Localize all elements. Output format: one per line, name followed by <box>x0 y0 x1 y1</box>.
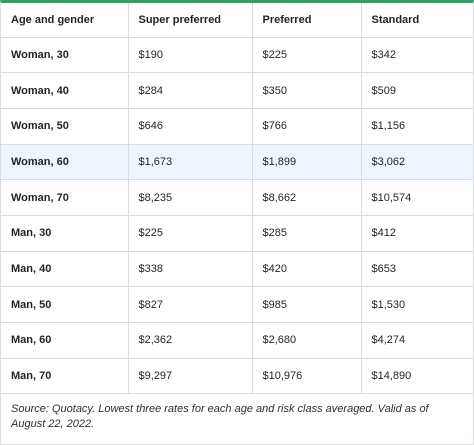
rates-table: Age and gender Super preferred Preferred… <box>1 3 473 395</box>
table-header: Age and gender Super preferred Preferred… <box>1 3 473 38</box>
source-note: Source: Quotacy. Lowest three rates for … <box>11 403 429 431</box>
table-body: Woman, 30 $190 $225 $342 Woman, 40 $284 … <box>1 37 473 395</box>
row-label: Man, 70 <box>1 358 129 395</box>
table-row: Man, 70 $9,297 $10,976 $14,890 <box>1 358 473 395</box>
row-label: Woman, 40 <box>1 72 129 109</box>
table-row: Man, 40 $338 $420 $653 <box>1 251 473 288</box>
cell-super-preferred: $284 <box>128 72 253 109</box>
cell-super-preferred: $190 <box>128 37 253 74</box>
cell-standard: $4,274 <box>361 322 473 359</box>
cell-super-preferred: $1,673 <box>128 144 253 181</box>
cell-super-preferred: $827 <box>128 286 253 323</box>
row-label: Woman, 70 <box>1 179 129 216</box>
cell-preferred: $350 <box>252 72 362 109</box>
row-label: Woman, 30 <box>1 37 129 74</box>
cell-preferred: $420 <box>252 251 362 288</box>
cell-super-preferred: $8,235 <box>128 179 253 216</box>
cell-super-preferred: $225 <box>128 215 253 252</box>
table-row: Man, 50 $827 $985 $1,530 <box>1 286 473 323</box>
cell-super-preferred: $9,297 <box>128 358 253 395</box>
cell-standard: $342 <box>361 37 473 74</box>
cell-preferred: $225 <box>252 37 362 74</box>
header-standard: Standard <box>361 3 473 38</box>
header-super-preferred: Super preferred <box>128 3 253 38</box>
cell-preferred: $2,680 <box>252 322 362 359</box>
cell-super-preferred: $646 <box>128 108 253 145</box>
cell-standard: $1,530 <box>361 286 473 323</box>
header-preferred: Preferred <box>252 3 362 38</box>
row-label: Man, 50 <box>1 286 129 323</box>
cell-standard: $412 <box>361 215 473 252</box>
cell-preferred: $8,662 <box>252 179 362 216</box>
cell-standard: $14,890 <box>361 358 473 395</box>
row-label: Woman, 60 <box>1 144 129 181</box>
table-row: Woman, 40 $284 $350 $509 <box>1 72 473 109</box>
cell-preferred: $1,899 <box>252 144 362 181</box>
row-label: Man, 60 <box>1 322 129 359</box>
row-label: Man, 30 <box>1 215 129 252</box>
header-age-gender: Age and gender <box>1 3 129 38</box>
table-row-highlighted: Woman, 60 $1,673 $1,899 $3,062 <box>1 144 473 181</box>
cell-preferred: $985 <box>252 286 362 323</box>
cell-super-preferred: $2,362 <box>128 322 253 359</box>
cell-standard: $509 <box>361 72 473 109</box>
cell-super-preferred: $338 <box>128 251 253 288</box>
table-row: Woman, 70 $8,235 $8,662 $10,574 <box>1 179 473 216</box>
header-row: Age and gender Super preferred Preferred… <box>1 3 473 38</box>
cell-preferred: $766 <box>252 108 362 145</box>
table-row: Man, 30 $225 $285 $412 <box>1 215 473 252</box>
table-row: Woman, 30 $190 $225 $342 <box>1 37 473 74</box>
cell-standard: $3,062 <box>361 144 473 181</box>
cell-standard: $653 <box>361 251 473 288</box>
cell-preferred: $285 <box>252 215 362 252</box>
cell-preferred: $10,976 <box>252 358 362 395</box>
row-label: Woman, 50 <box>1 108 129 145</box>
table-row: Man, 60 $2,362 $2,680 $4,274 <box>1 322 473 359</box>
cell-standard: $10,574 <box>361 179 473 216</box>
table-row: Woman, 50 $646 $766 $1,156 <box>1 108 473 145</box>
row-label: Man, 40 <box>1 251 129 288</box>
cell-standard: $1,156 <box>361 108 473 145</box>
